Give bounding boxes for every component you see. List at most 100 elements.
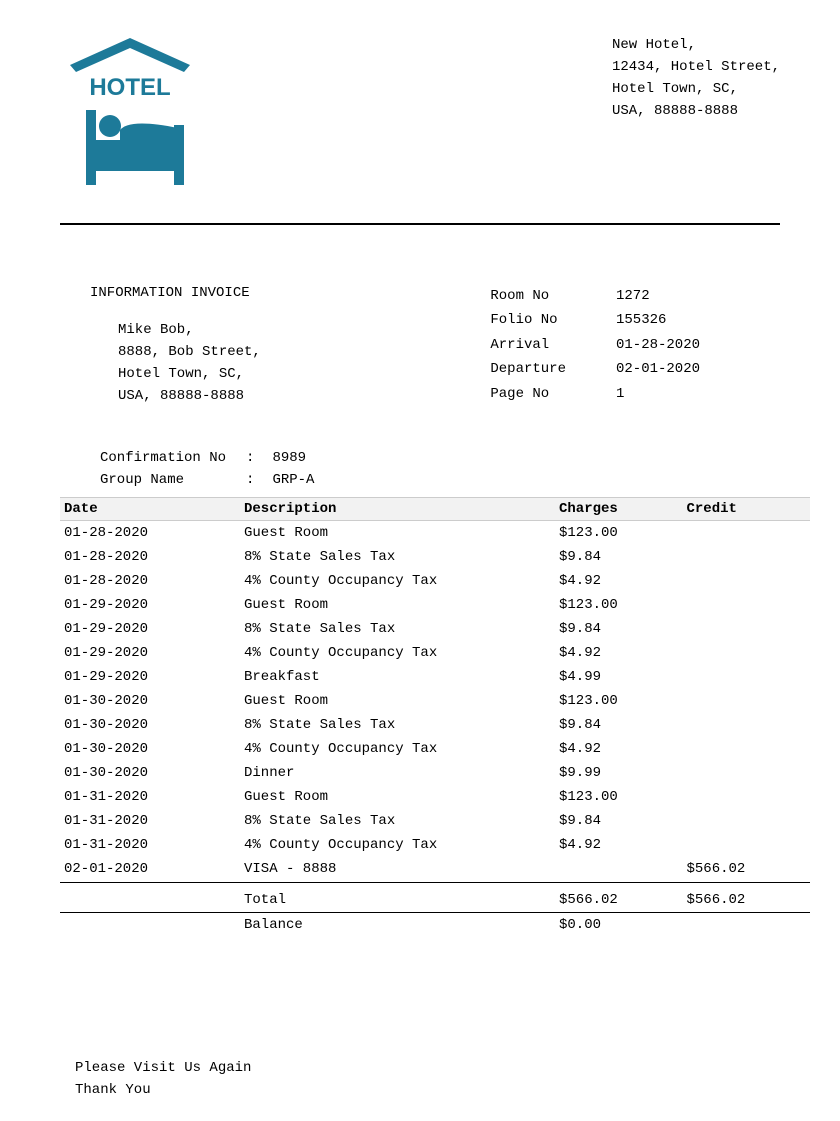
room-no-label: Room No [490, 285, 616, 309]
cell-description: 8% State Sales Tax [240, 545, 555, 569]
cell-description: 4% County Occupancy Tax [240, 833, 555, 857]
cell-description: Guest Room [240, 689, 555, 713]
page-no-value: 1 [616, 383, 750, 407]
cell-credit [683, 641, 811, 665]
guest-line1: Mike Bob, [118, 319, 261, 341]
footer-line2: Thank You [75, 1079, 820, 1101]
table-row: 01-30-2020Dinner$9.99 [60, 761, 810, 785]
table-row: 02-01-2020VISA - 8888 $566.02 [60, 857, 810, 881]
invoice-title: INFORMATION INVOICE [90, 285, 261, 301]
cell-charges: $9.99 [555, 761, 683, 785]
arrival-value: 01-28-2020 [616, 334, 750, 358]
cell-credit [683, 617, 811, 641]
cell-date: 01-29-2020 [60, 617, 240, 641]
cell-charges: $9.84 [555, 545, 683, 569]
guest-address: Mike Bob, 8888, Bob Street, Hotel Town, … [90, 319, 261, 407]
departure-value: 02-01-2020 [616, 358, 750, 382]
total-charges: $566.02 [555, 888, 683, 913]
colon: : [246, 447, 272, 469]
balance-row: Balance $0.00 [60, 913, 810, 938]
cell-charges: $9.84 [555, 809, 683, 833]
cell-credit [683, 809, 811, 833]
cell-charges: $123.00 [555, 689, 683, 713]
cell-description: 8% State Sales Tax [240, 713, 555, 737]
col-credit-header: Credit [683, 498, 811, 521]
table-totals: Total $566.02 $566.02 Balance $0.00 [60, 881, 810, 937]
cell-description: VISA - 8888 [240, 857, 555, 881]
info-section: INFORMATION INVOICE Mike Bob, 8888, Bob … [20, 225, 820, 407]
cell-date: 01-28-2020 [60, 569, 240, 593]
cell-date: 01-30-2020 [60, 761, 240, 785]
cell-credit [683, 689, 811, 713]
arrival-label: Arrival [490, 334, 616, 358]
cell-credit [683, 569, 811, 593]
confirmation-value: 8989 [272, 447, 314, 469]
guest-line3: Hotel Town, SC, [118, 363, 261, 385]
cell-charges: $123.00 [555, 521, 683, 546]
table-row: 01-31-20204% County Occupancy Tax$4.92 [60, 833, 810, 857]
page-no-label: Page No [490, 383, 616, 407]
cell-date: 02-01-2020 [60, 857, 240, 881]
folio-no-value: 155326 [616, 309, 750, 333]
cell-credit: $566.02 [683, 857, 811, 881]
cell-credit [683, 833, 811, 857]
room-no-value: 1272 [616, 285, 750, 309]
cell-charges: $4.92 [555, 641, 683, 665]
hotel-address-line1: New Hotel, [612, 34, 780, 56]
cell-charges: $4.92 [555, 737, 683, 761]
cell-date: 01-30-2020 [60, 689, 240, 713]
hotel-address-line3: Hotel Town, SC, [612, 78, 780, 100]
cell-description: 8% State Sales Tax [240, 809, 555, 833]
cell-date: 01-30-2020 [60, 713, 240, 737]
table-row: 01-28-2020Guest Room$123.00 [60, 521, 810, 546]
cell-charges: $123.00 [555, 593, 683, 617]
stay-info: Room No1272 Folio No155326 Arrival01-28-… [490, 285, 750, 407]
confirmation-block: Confirmation No : 8989 Group Name : GRP-… [20, 407, 314, 491]
table-row: 01-29-20204% County Occupancy Tax$4.92 [60, 641, 810, 665]
cell-charges [555, 857, 683, 881]
confirmation-label: Confirmation No [100, 447, 246, 469]
balance-label: Balance [240, 913, 555, 938]
hotel-address-line4: USA, 88888-8888 [612, 100, 780, 122]
cell-credit [683, 521, 811, 546]
cell-description: 4% County Occupancy Tax [240, 737, 555, 761]
hotel-address-line2: 12434, Hotel Street, [612, 56, 780, 78]
table-row: 01-29-2020Guest Room$123.00 [60, 593, 810, 617]
cell-date: 01-31-2020 [60, 785, 240, 809]
col-date-header: Date [60, 498, 240, 521]
departure-label: Departure [490, 358, 616, 382]
hotel-address: New Hotel, 12434, Hotel Street, Hotel To… [612, 30, 780, 122]
cell-description: 4% County Occupancy Tax [240, 569, 555, 593]
table-header-row: Date Description Charges Credit [60, 498, 810, 521]
cell-charges: $4.92 [555, 569, 683, 593]
cell-charges: $9.84 [555, 617, 683, 641]
balance-value: $0.00 [555, 913, 683, 938]
cell-date: 01-30-2020 [60, 737, 240, 761]
cell-description: 8% State Sales Tax [240, 617, 555, 641]
cell-description: Guest Room [240, 785, 555, 809]
table-row: 01-29-2020Breakfast$4.99 [60, 665, 810, 689]
cell-date: 01-29-2020 [60, 593, 240, 617]
logo-text: HOTEL [89, 74, 170, 101]
charges-table-wrap: Date Description Charges Credit 01-28-20… [60, 497, 810, 937]
table-row: 01-30-2020Guest Room$123.00 [60, 689, 810, 713]
table-row: 01-30-20208% State Sales Tax$9.84 [60, 713, 810, 737]
table-row: 01-28-20208% State Sales Tax$9.84 [60, 545, 810, 569]
cell-credit [683, 785, 811, 809]
cell-date: 01-29-2020 [60, 641, 240, 665]
cell-date: 01-31-2020 [60, 833, 240, 857]
document-header: HOTEL New Hotel, 12434, Hotel Street, Ho… [20, 30, 820, 215]
cell-charges: $123.00 [555, 785, 683, 809]
hotel-logo: HOTEL [60, 30, 240, 195]
group-value: GRP-A [272, 469, 314, 491]
cell-date: 01-28-2020 [60, 545, 240, 569]
table-row: 01-31-2020Guest Room$123.00 [60, 785, 810, 809]
cell-description: Dinner [240, 761, 555, 785]
table-body: 01-28-2020Guest Room$123.0001-28-20208% … [60, 521, 810, 882]
guest-info: INFORMATION INVOICE Mike Bob, 8888, Bob … [90, 285, 261, 407]
cell-credit [683, 593, 811, 617]
table-row: 01-28-20204% County Occupancy Tax$4.92 [60, 569, 810, 593]
cell-charges: $4.92 [555, 833, 683, 857]
guest-line2: 8888, Bob Street, [118, 341, 261, 363]
colon: : [246, 469, 272, 491]
